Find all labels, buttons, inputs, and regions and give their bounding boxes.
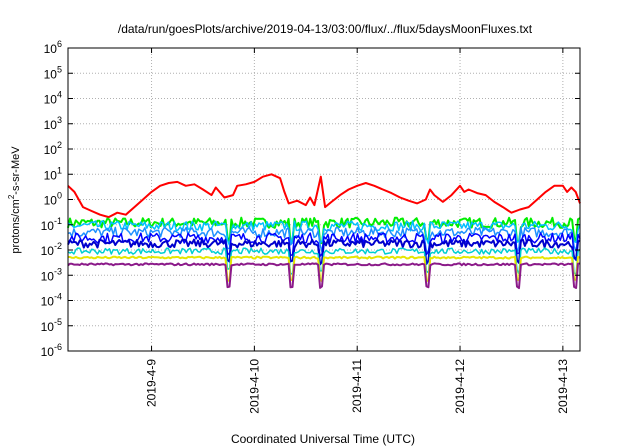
x-axis: 2019-4-9 2019-4-10 2019-4-11 2019-4-12 2019-…: [145, 48, 570, 414]
y-tick-label: 104: [44, 90, 62, 107]
series-line-5: [67, 232, 581, 262]
y-tick-exponent: 0: [57, 191, 62, 201]
y-tick-label: 105: [44, 64, 62, 81]
y-tick-exponent: 5: [57, 64, 62, 74]
y-tick-label: 103: [44, 115, 62, 132]
series-group: [67, 173, 581, 290]
y-tick-label: 10-4: [41, 292, 62, 309]
y-tick-exponent: 2: [57, 140, 62, 150]
x-tick-label: 2019-4-12: [453, 359, 467, 414]
y-tick-label: 10-2: [41, 241, 62, 258]
chart-title: /data/run/goesPlots/archive/2019-04-13/0…: [118, 22, 533, 36]
series-line-7: [67, 247, 581, 275]
x-tick-label: 2019-4-10: [247, 359, 261, 414]
y-tick-label: 10-3: [41, 266, 62, 283]
x-axis-label: Coordinated Universal Time (UTC): [231, 432, 415, 446]
series-line-6: [67, 238, 581, 266]
y-tick-exponent: -6: [54, 342, 62, 352]
y-tick-exponent: -2: [54, 241, 62, 251]
y-tick-exponent: 3: [57, 115, 62, 125]
y-tick-label: 101: [44, 165, 62, 182]
y-tick-exponent: 1: [57, 165, 62, 175]
y-tick-label: 10-6: [41, 342, 62, 359]
series-line-9: [67, 262, 581, 290]
y-tick-exponent: -3: [54, 266, 62, 276]
y-tick-label: 106: [44, 39, 62, 56]
y-axis-label: protons/cm2-s-sr-MeV: [7, 146, 22, 254]
x-tick-label: 2019-4-13: [556, 359, 570, 414]
y-tick-exponent: -4: [54, 292, 62, 302]
y-axis-label-sup: 2: [7, 194, 16, 199]
series-line-4: [67, 226, 581, 253]
y-tick-label: 10-5: [41, 317, 62, 334]
series-line-1: [67, 173, 581, 219]
y-tick-label: 100: [44, 191, 62, 208]
y-axis-label-suffix: -s-sr-MeV: [10, 146, 22, 195]
series-line-2: [67, 216, 581, 246]
series-line-8: [68, 255, 581, 283]
series-line-3: [67, 220, 581, 246]
y-tick-exponent: 4: [57, 90, 62, 100]
x-tick-label: 2019-4-9: [145, 359, 159, 407]
y-tick-label: 102: [44, 140, 62, 157]
y-tick-exponent: -1: [54, 216, 62, 226]
y-axis-label-prefix: protons/cm: [10, 199, 22, 253]
y-tick-exponent: 6: [57, 39, 62, 49]
y-tick-label: 10-1: [41, 216, 62, 233]
y-tick-exponent: -5: [54, 317, 62, 327]
x-tick-label: 2019-4-11: [350, 359, 364, 413]
